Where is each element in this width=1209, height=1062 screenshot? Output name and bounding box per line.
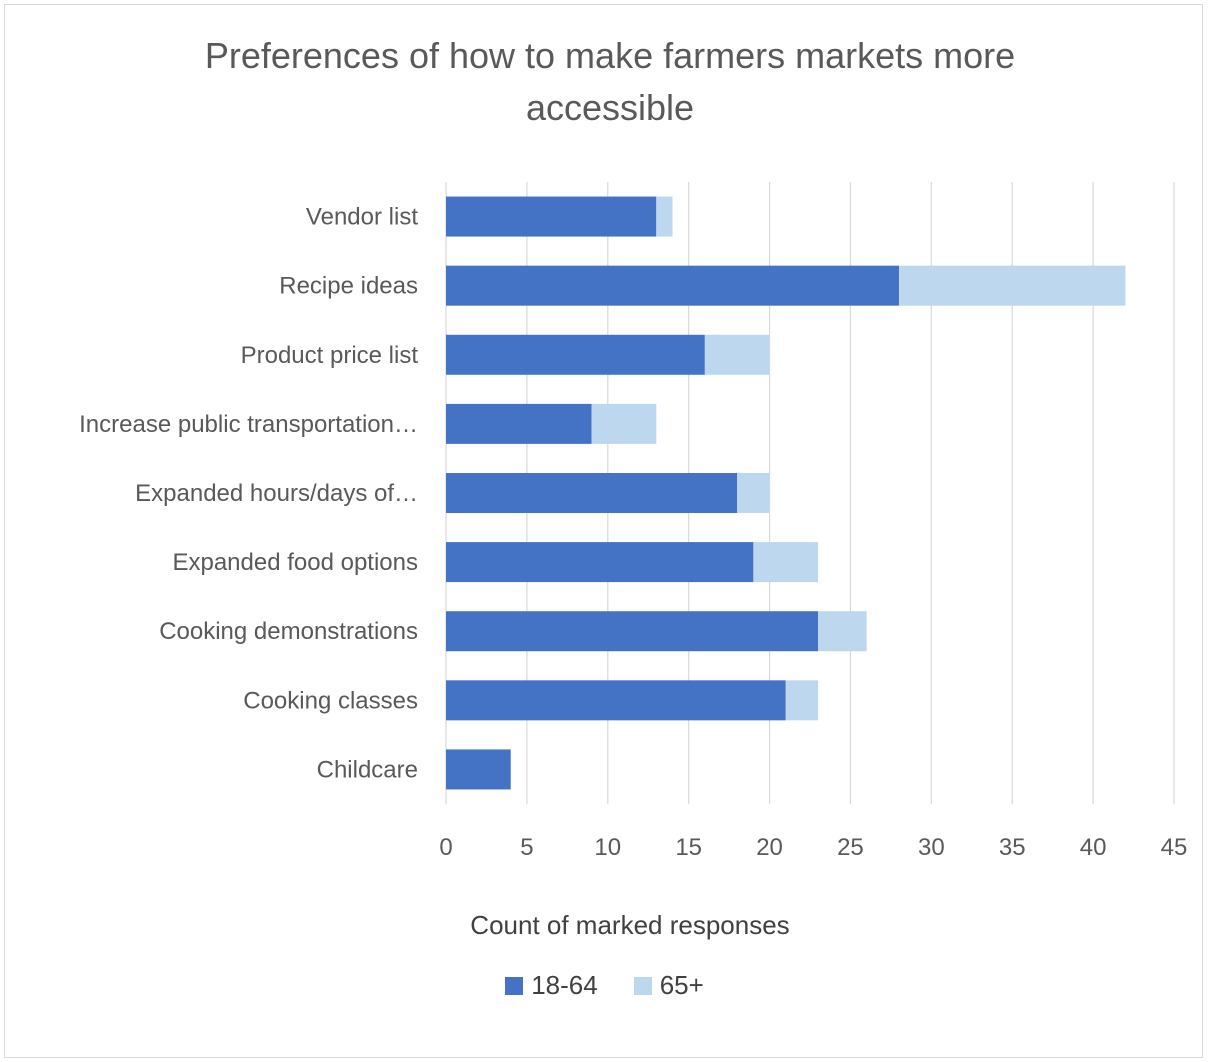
x-tick-label: 45 [1161,834,1188,861]
legend-swatch [505,976,524,995]
x-tick-label: 40 [1080,834,1107,861]
legend: 18-64 65+ [0,970,1209,1001]
bar-segment-series-2 [737,473,770,513]
x-tick-label: 30 [918,834,945,861]
bar-segment-series-2 [753,542,819,583]
x-tick-label: 20 [756,834,783,861]
category-label: Cooking demonstrations [159,618,418,645]
x-tick-label: 5 [520,834,533,861]
bar-segment-series-2 [818,611,867,652]
legend-entry: 65+ [633,970,704,1001]
bar-segment-series-1 [446,749,511,790]
bar-segment-series-2 [898,265,1126,306]
category-label: Expanded hours/days of… [135,480,418,507]
x-tick-label: 35 [999,834,1026,861]
x-axis-title: Count of marked responses [470,910,790,940]
x-tick-label: 25 [837,834,864,861]
x-tick-label: 0 [439,834,452,861]
category-label: Childcare [317,756,418,783]
bar-segment-series-1 [446,403,592,444]
bar-segment-series-2 [704,334,770,375]
x-tick-label: 15 [675,834,702,861]
category-label: Expanded food options [172,549,418,576]
bar-segment-series-1 [446,680,786,721]
bar-segment-series-2 [656,196,673,237]
bar-segment-series-1 [446,611,819,652]
legend-swatch [633,976,652,995]
bar-segment-series-2 [591,403,657,444]
bar-segment-series-1 [446,542,754,583]
x-tick-label: 10 [594,834,621,861]
bar-segment-series-1 [446,265,899,306]
bar-segment-series-1 [446,334,705,375]
category-label: Recipe ideas [279,273,418,300]
category-label: Increase public transportation… [79,411,418,438]
chart-title: Preferences of how to make farmers marke… [204,35,1016,128]
bar-segment-series-1 [446,473,738,513]
category-label: Product price list [241,342,419,369]
legend-label: 65+ [659,970,704,1000]
legend-label: 18-64 [531,970,598,1000]
bar-segment-series-2 [785,680,819,721]
category-label: Cooking classes [243,687,418,714]
legend-entry: 18-64 [505,970,598,1001]
category-label: Vendor list [306,204,418,231]
chart-frame [4,4,1203,1058]
bar-segment-series-1 [446,196,657,237]
